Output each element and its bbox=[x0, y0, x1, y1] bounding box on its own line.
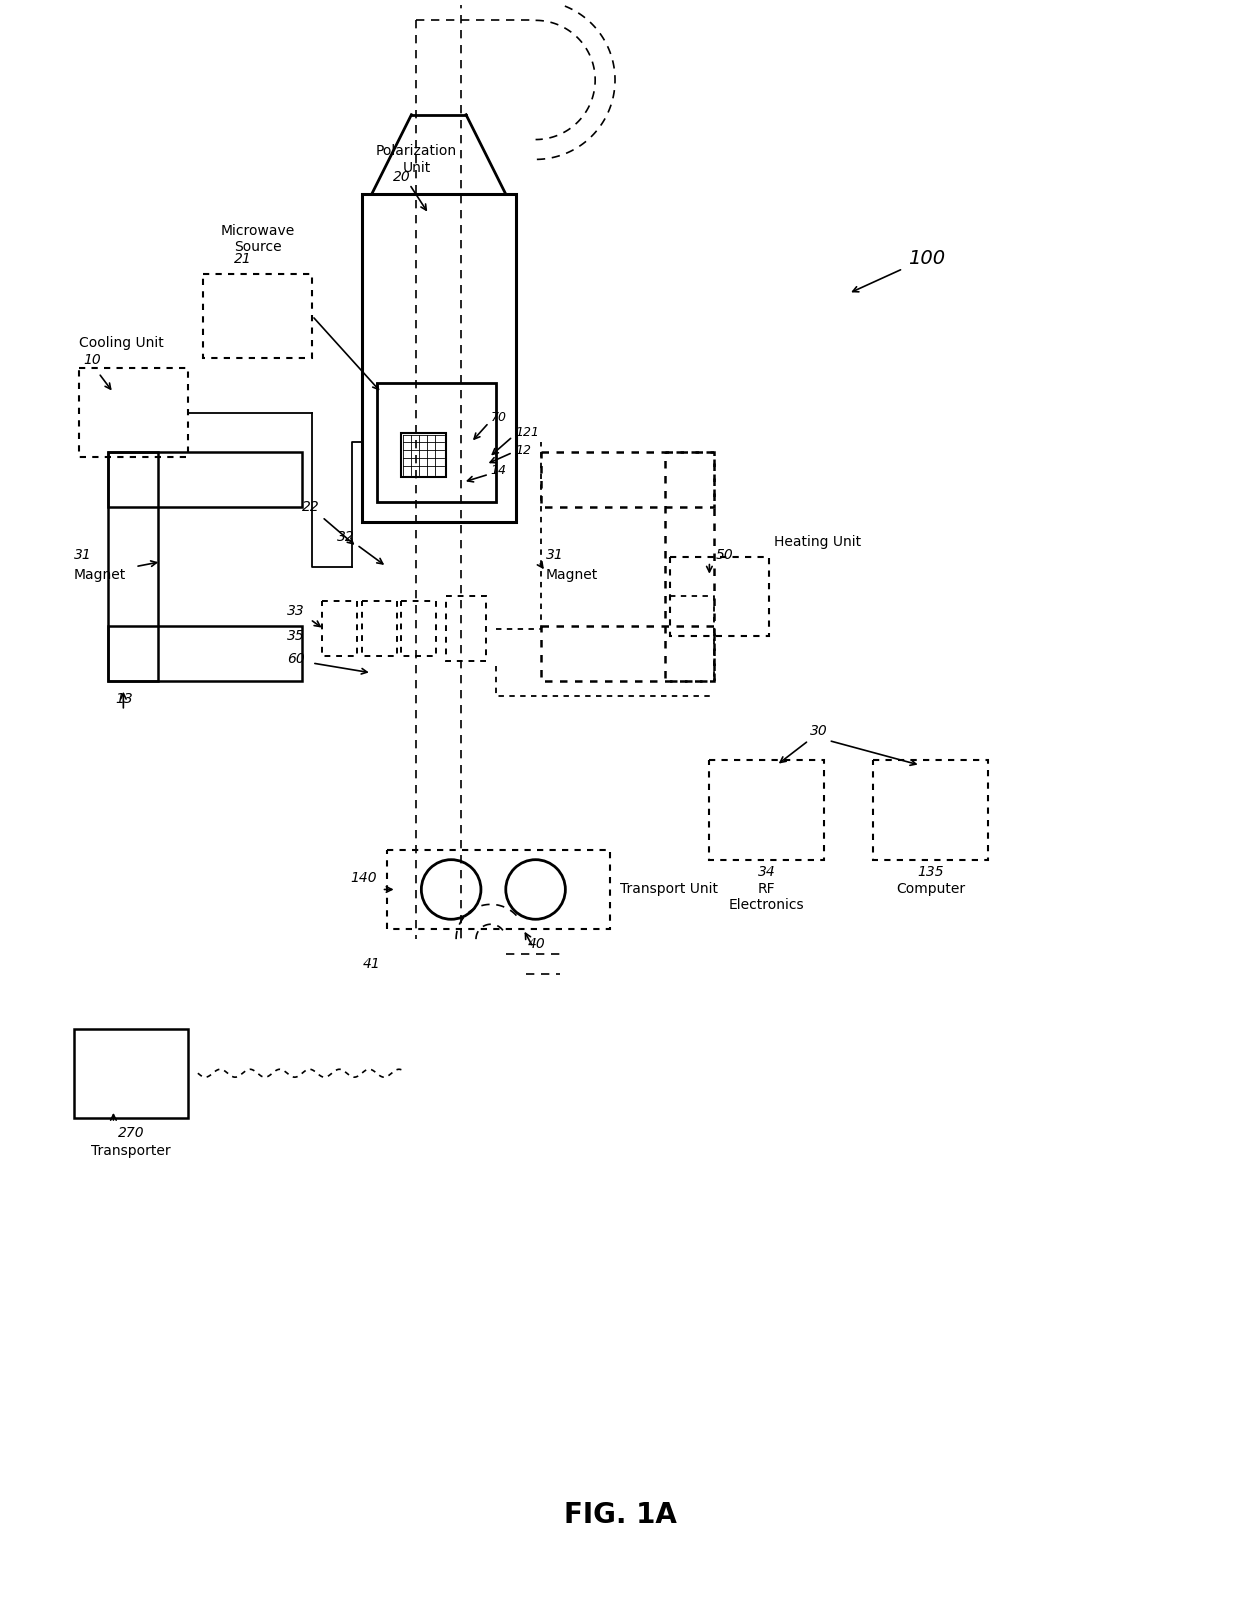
Bar bbox=[402, 602, 436, 655]
Text: 135: 135 bbox=[918, 865, 944, 879]
Bar bbox=[362, 195, 516, 522]
Text: 270: 270 bbox=[118, 1126, 144, 1140]
Bar bbox=[362, 602, 397, 655]
Text: 140: 140 bbox=[350, 871, 377, 884]
Bar bbox=[387, 850, 610, 929]
Text: 31: 31 bbox=[73, 548, 92, 561]
Text: 70: 70 bbox=[491, 410, 507, 425]
Bar bbox=[322, 602, 357, 655]
Text: 31: 31 bbox=[546, 548, 563, 561]
Text: 22: 22 bbox=[303, 500, 320, 514]
Text: Transport Unit: Transport Unit bbox=[620, 882, 718, 897]
Bar bbox=[108, 626, 303, 681]
Bar bbox=[78, 368, 188, 457]
Bar bbox=[541, 626, 714, 681]
Text: 100: 100 bbox=[908, 250, 945, 268]
Bar bbox=[541, 453, 714, 508]
Bar bbox=[873, 761, 987, 860]
Text: 60: 60 bbox=[288, 652, 305, 667]
Text: Computer: Computer bbox=[895, 882, 965, 897]
Text: 30: 30 bbox=[810, 723, 827, 738]
Text: Heating Unit: Heating Unit bbox=[774, 535, 861, 548]
Bar bbox=[108, 453, 303, 508]
Text: 50: 50 bbox=[715, 548, 733, 561]
Text: 12: 12 bbox=[516, 444, 532, 457]
Bar bbox=[108, 453, 159, 681]
Text: 35: 35 bbox=[288, 629, 305, 644]
Text: 21: 21 bbox=[233, 251, 252, 266]
Text: 32: 32 bbox=[337, 530, 355, 543]
Text: FIG. 1A: FIG. 1A bbox=[563, 1502, 677, 1530]
Text: Magnet: Magnet bbox=[546, 568, 598, 582]
Bar bbox=[709, 761, 823, 860]
Bar bbox=[665, 453, 714, 681]
Bar bbox=[402, 433, 446, 477]
Text: Polarization
Unit: Polarization Unit bbox=[376, 144, 458, 175]
Text: RF: RF bbox=[758, 882, 775, 897]
Text: 33: 33 bbox=[288, 605, 305, 618]
Text: Cooling Unit: Cooling Unit bbox=[78, 336, 164, 350]
Text: 41: 41 bbox=[363, 957, 381, 972]
Bar bbox=[73, 1028, 188, 1118]
Bar bbox=[203, 274, 312, 358]
Text: Electronics: Electronics bbox=[729, 899, 805, 912]
Text: 40: 40 bbox=[528, 938, 546, 950]
Text: 14: 14 bbox=[491, 464, 507, 477]
Text: 121: 121 bbox=[516, 427, 539, 440]
Bar bbox=[670, 556, 769, 636]
Bar bbox=[377, 383, 496, 503]
Text: 10: 10 bbox=[83, 354, 102, 367]
Bar bbox=[446, 597, 486, 662]
Text: 34: 34 bbox=[758, 865, 775, 879]
Text: Transporter: Transporter bbox=[91, 1144, 171, 1158]
Text: Magnet: Magnet bbox=[73, 568, 126, 582]
Text: 13: 13 bbox=[115, 691, 133, 706]
Text: 20: 20 bbox=[393, 170, 410, 185]
Text: Microwave
Source: Microwave Source bbox=[221, 224, 295, 255]
